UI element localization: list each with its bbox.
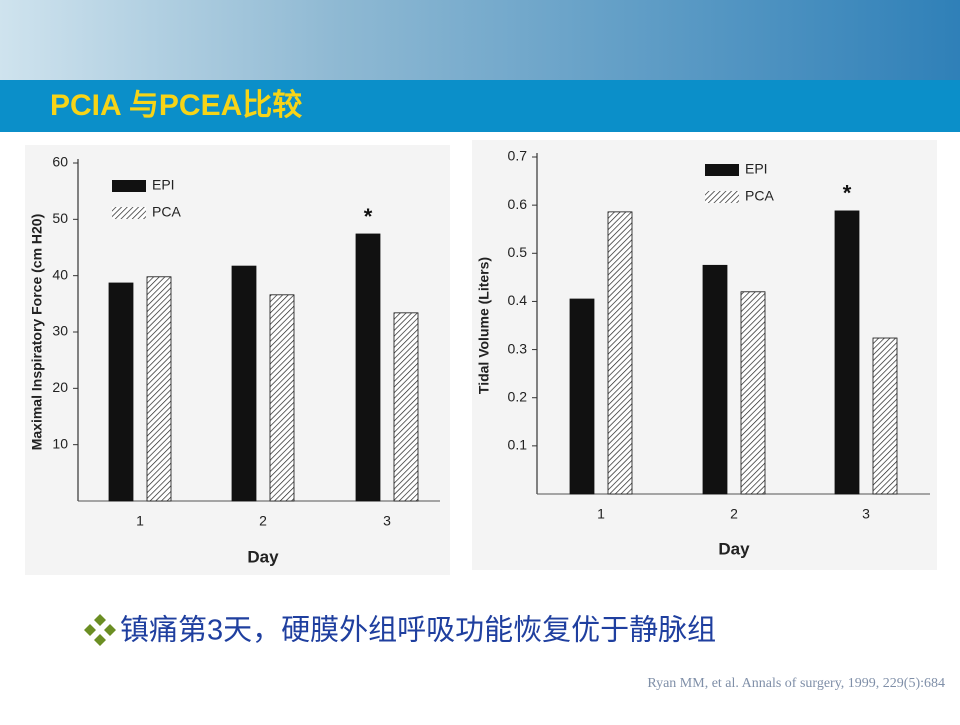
bar xyxy=(702,264,728,495)
x-axis-label: Day xyxy=(718,539,750,558)
bullet-icon xyxy=(84,614,116,646)
title-bar xyxy=(0,80,960,132)
legend-swatch xyxy=(112,207,146,219)
bar xyxy=(569,298,595,495)
legend-label: PCA xyxy=(745,188,774,204)
legend-label: PCA xyxy=(152,204,181,220)
bar xyxy=(231,265,257,502)
y-tick-label: 40 xyxy=(52,266,68,282)
x-axis-label: Day xyxy=(247,547,279,566)
y-tick-label: 30 xyxy=(52,323,68,339)
y-axis-label: Maximal Inspiratory Force (cm H20) xyxy=(29,214,45,451)
x-tick-label: 1 xyxy=(136,513,144,529)
legend-swatch xyxy=(112,180,146,192)
y-tick-label: 20 xyxy=(52,379,68,395)
legend-swatch xyxy=(705,191,739,203)
x-tick-label: 2 xyxy=(259,513,267,529)
bar xyxy=(872,337,898,495)
legend-label: EPI xyxy=(745,161,768,177)
bar xyxy=(355,233,381,502)
bar xyxy=(607,211,633,495)
x-tick-label: 3 xyxy=(862,506,870,522)
y-tick-label: 10 xyxy=(52,435,68,451)
bar xyxy=(393,312,419,502)
y-tick-label: 0.4 xyxy=(508,292,528,308)
annotation: * xyxy=(843,181,852,206)
annotation: * xyxy=(364,204,373,229)
header-photo xyxy=(0,0,960,82)
y-tick-label: 0.5 xyxy=(508,244,528,260)
bullet-text: 镇痛第3天，硬膜外组呼吸功能恢复优于静脉组 xyxy=(120,614,716,647)
bar xyxy=(269,294,295,502)
x-tick-label: 1 xyxy=(597,506,605,522)
y-tick-label: 0.1 xyxy=(508,437,528,453)
legend-swatch xyxy=(705,164,739,176)
slide-title: PCIA 与PCEA比较 xyxy=(50,88,302,122)
y-tick-label: 60 xyxy=(52,154,68,170)
bar xyxy=(740,291,766,495)
bar xyxy=(108,282,134,502)
legend-label: EPI xyxy=(152,177,175,193)
y-axis-label: Tidal Volume (Liters) xyxy=(476,257,492,394)
bar xyxy=(146,276,172,502)
y-tick-label: 0.2 xyxy=(508,388,528,404)
citation: Ryan MM, et al. Annals of surgery, 1999,… xyxy=(647,676,945,691)
y-tick-label: 0.7 xyxy=(508,148,528,164)
bar xyxy=(834,210,860,495)
y-tick-label: 0.3 xyxy=(508,340,528,356)
x-tick-label: 2 xyxy=(730,506,738,522)
x-tick-label: 3 xyxy=(383,513,391,529)
y-tick-label: 50 xyxy=(52,210,68,226)
y-tick-label: 0.6 xyxy=(508,196,528,212)
